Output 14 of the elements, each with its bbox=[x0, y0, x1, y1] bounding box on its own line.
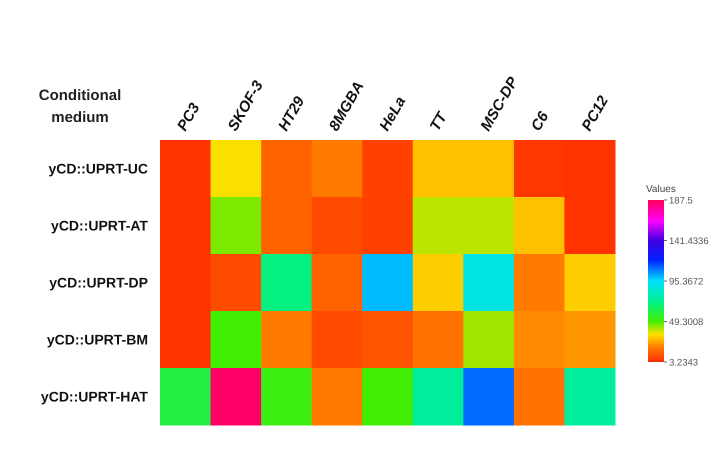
y-tick-label: yCD::UPRT-BM bbox=[46, 332, 148, 348]
color-bar-title: Values bbox=[646, 184, 676, 195]
color-bar-label: 187.5 bbox=[669, 196, 693, 206]
x-tick-label: C6 bbox=[528, 108, 553, 134]
color-bar-label: 141.4336 bbox=[669, 236, 709, 247]
color-bar-label: 3.2343 bbox=[669, 358, 698, 368]
y-tick-label: yCD::UPRT-AT bbox=[51, 218, 148, 234]
x-tick-label: TT bbox=[426, 108, 452, 134]
y-axis-title: Conditional medium bbox=[38, 87, 122, 126]
color-bar-label: 95.3672 bbox=[669, 276, 704, 288]
color-bar-label: 49.3008 bbox=[669, 317, 704, 328]
y-tick-label: yCD::UPRT-DP bbox=[49, 274, 148, 290]
y-tick-label: yCD::UPRT-UC bbox=[48, 160, 148, 176]
y-tick-label: yCD::UPRT-HAT bbox=[40, 388, 148, 404]
